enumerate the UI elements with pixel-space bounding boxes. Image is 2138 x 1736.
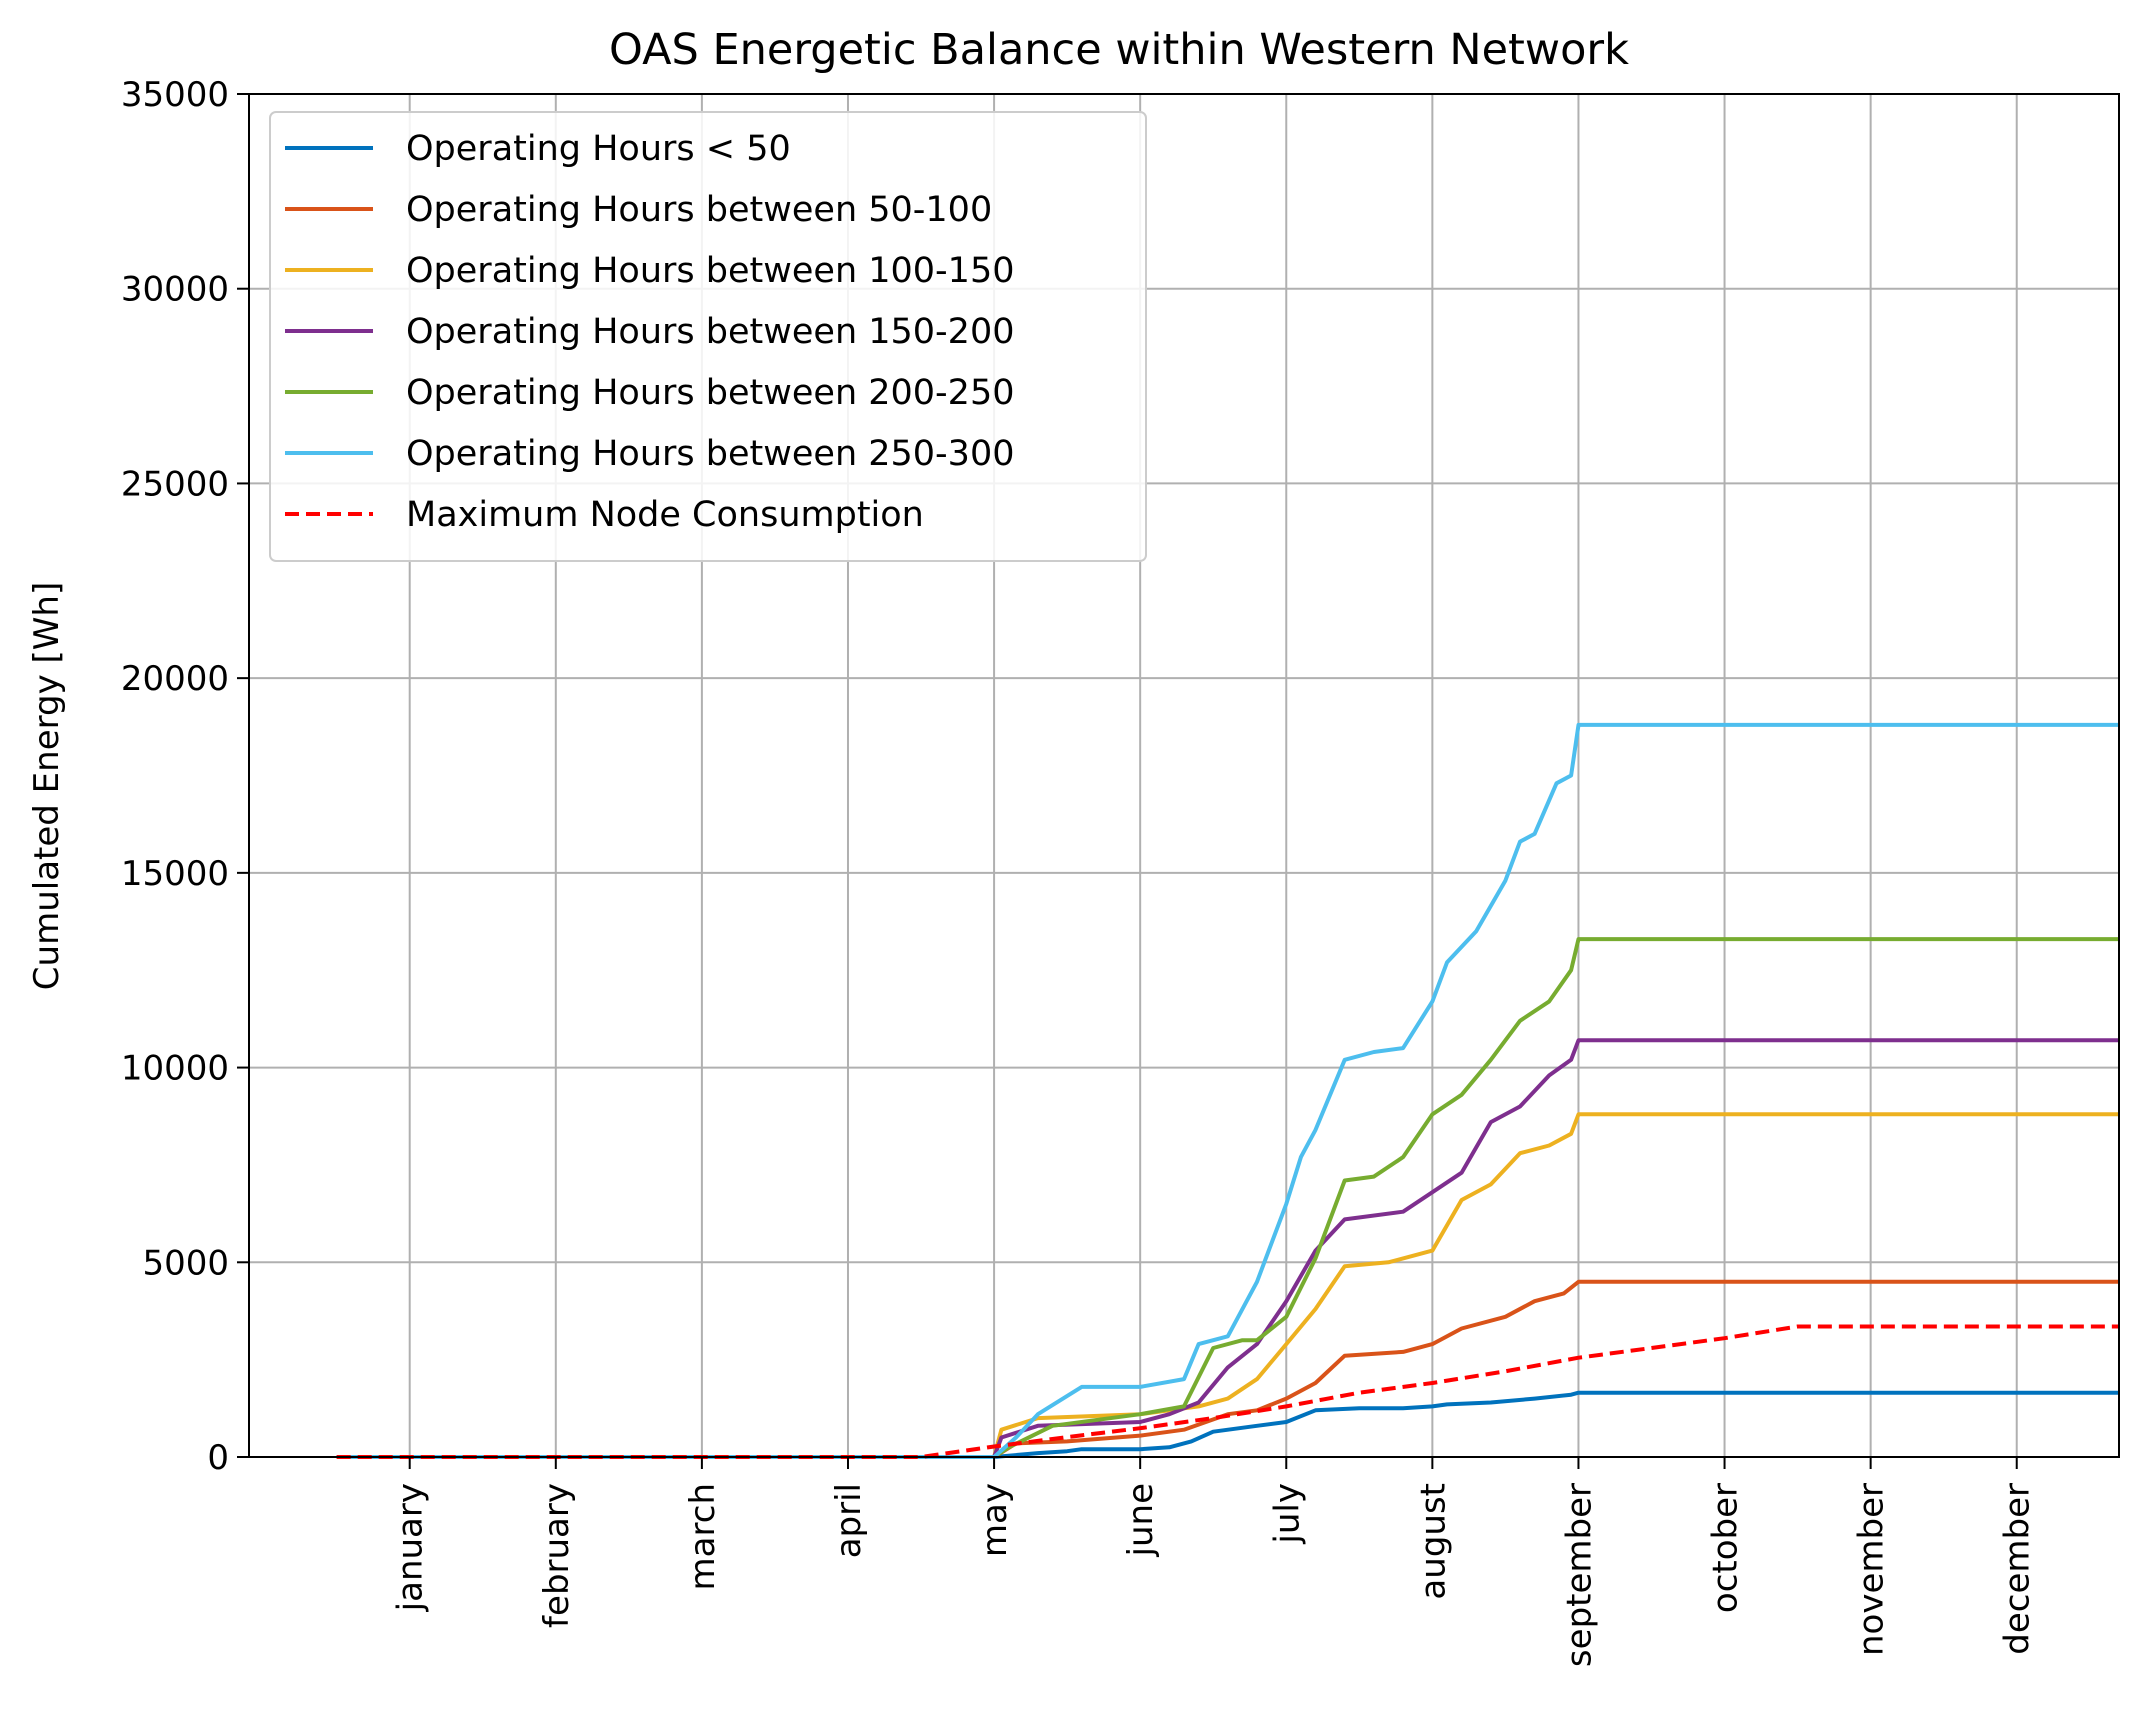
y-tick-label: 5000	[142, 1243, 229, 1283]
legend-label: Operating Hours between 50-100	[406, 190, 992, 230]
x-tick-label: september	[1559, 1483, 1599, 1667]
x-tick-label: august	[1413, 1483, 1453, 1600]
series-line-5	[336, 937, 2119, 1459]
series-layer	[336, 722, 2119, 1459]
legend-label: Maximum Node Consumption	[406, 495, 924, 535]
y-tick-label: 25000	[121, 464, 229, 504]
legend-label: Operating Hours between 250-300	[406, 434, 1014, 474]
legend-box	[269, 111, 1147, 562]
x-tick-label: december	[1998, 1483, 2038, 1655]
series-line-7	[336, 1324, 2119, 1459]
y-tick-label: 0	[207, 1438, 229, 1478]
series-line-2	[336, 1279, 2119, 1459]
x-tick-label: may	[975, 1483, 1015, 1557]
y-tick-label: 20000	[121, 659, 229, 699]
series-line-6	[336, 722, 2119, 1459]
series-line-1	[336, 1390, 2119, 1459]
x-tick-label: january	[391, 1483, 431, 1612]
y-tick-label: 10000	[121, 1049, 229, 1089]
x-tick-label: october	[1706, 1483, 1746, 1613]
y-tick-label: 35000	[121, 75, 229, 115]
y-tick-label: 30000	[121, 270, 229, 310]
series-line-3	[336, 1112, 2119, 1459]
x-tick-label: february	[537, 1483, 577, 1628]
legend: Operating Hours < 50 Operating Hours betw…	[269, 111, 1147, 562]
legend-label: Operating Hours between 150-200	[406, 312, 1014, 352]
legend-label: Operating Hours between 200-250	[406, 373, 1014, 413]
x-tick-label: november	[1852, 1483, 1892, 1656]
x-tick-label: march	[683, 1483, 723, 1590]
chart-title: OAS Energetic Balance within Western Net…	[609, 25, 1629, 75]
x-tick-label: july	[1267, 1483, 1307, 1545]
x-tick-label: april	[829, 1483, 869, 1558]
legend-label: Operating Hours between 100-150	[406, 251, 1014, 291]
y-tick-label: 15000	[121, 854, 229, 894]
legend-label: Operating Hours < 50	[406, 129, 791, 169]
x-tick-label: june	[1121, 1483, 1161, 1557]
axis-ticks: 0 5000 10000 15000 20000 25000 30000 35000 janua…	[121, 75, 2038, 1667]
y-axis-label: Cumulated Energy [Wh]	[27, 582, 67, 990]
plot-frame	[248, 93, 2120, 1458]
